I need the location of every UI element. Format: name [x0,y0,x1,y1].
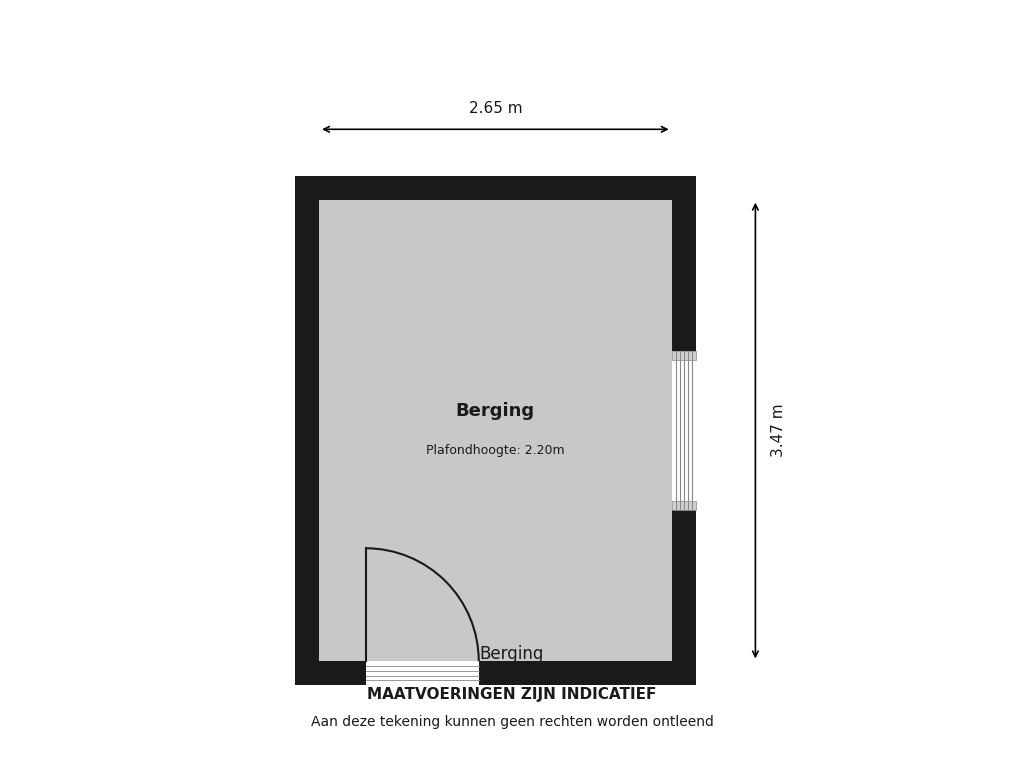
Bar [672,351,695,511]
Text: Aan deze tekening kunnen geen rechten worden ontleend: Aan deze tekening kunnen geen rechten wo… [310,715,714,729]
Bar [295,176,695,200]
Bar [672,351,695,360]
Text: Berging: Berging [456,402,535,419]
Bar [672,176,695,351]
Text: MAATVOERINGEN ZIJN INDICATIEF: MAATVOERINGEN ZIJN INDICATIEF [368,687,656,702]
Bar [295,176,319,685]
Bar [295,661,366,685]
Text: 2.65 m: 2.65 m [469,101,522,116]
Text: Berging: Berging [480,645,544,664]
Bar [672,511,695,685]
Bar [319,200,672,661]
Bar [672,501,695,511]
Text: 3.47 m: 3.47 m [771,404,786,458]
Text: Plafondhoogte: 2.20m: Plafondhoogte: 2.20m [426,444,564,457]
Bar [479,661,695,685]
